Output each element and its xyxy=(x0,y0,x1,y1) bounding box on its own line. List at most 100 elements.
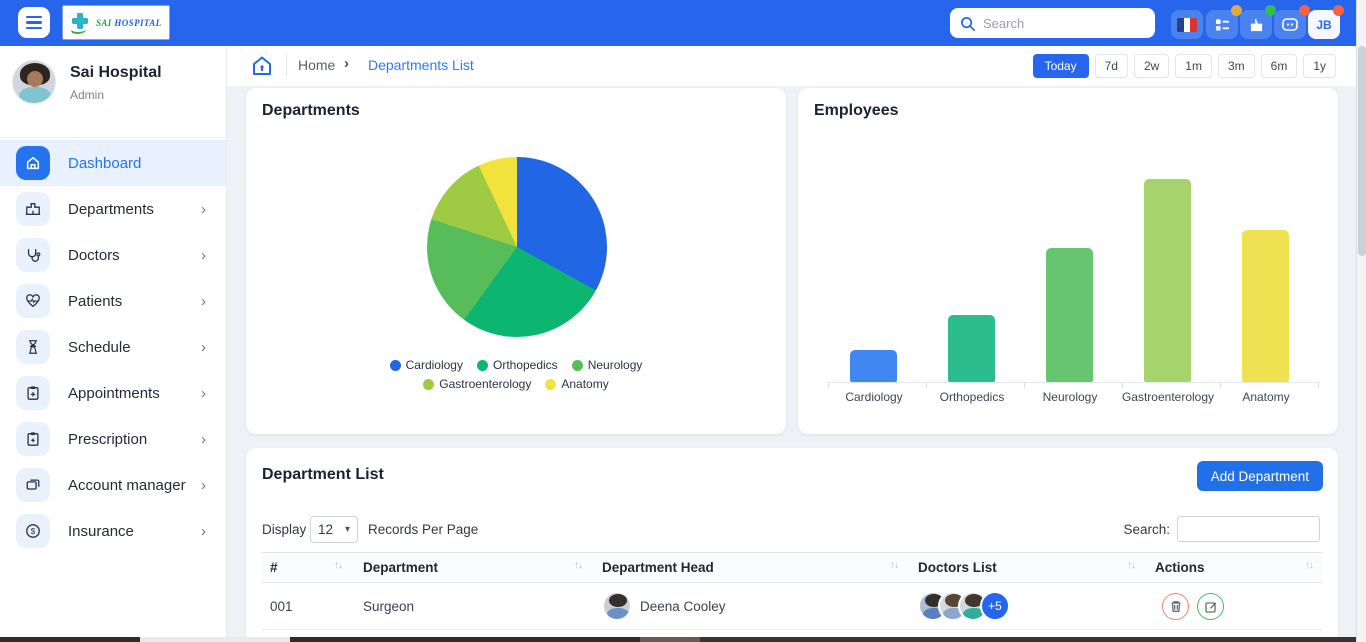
language-flag-button[interactable] xyxy=(1171,10,1203,39)
bar-gastroenterology[interactable] xyxy=(1144,179,1191,382)
bar-cardiology[interactable] xyxy=(850,350,897,382)
col-header-head[interactable]: Department Head xyxy=(602,560,714,575)
breadcrumb-divider xyxy=(286,54,287,76)
sidebar-item-appointments[interactable]: Appointments › xyxy=(0,370,226,416)
breadcrumb-current: Departments List xyxy=(368,57,474,73)
sidebar-item-doctors[interactable]: Doctors › xyxy=(0,232,226,278)
sidebar-item-departments[interactable]: Departments › xyxy=(0,186,226,232)
hospital-cross-icon xyxy=(71,12,88,34)
top-navbar: SAI SAI HOSPITALHOSPITAL xyxy=(0,0,1356,46)
bottom-scrollbar[interactable] xyxy=(0,637,1366,642)
sidebar-item-insurance[interactable]: $ Insurance › xyxy=(0,508,226,554)
departments-chart-card: Departments Cardiology Orthopedics Neuro… xyxy=(246,88,786,434)
table-header-row: # ↑↓ Department ↑↓ Department Head ↑↓ Do… xyxy=(262,552,1322,583)
breadcrumb-chevron-icon: › xyxy=(344,55,349,72)
chevron-down-icon: ▾ xyxy=(344,524,350,535)
hamburger-menu-button[interactable] xyxy=(18,7,50,38)
task-list-icon xyxy=(1215,18,1229,31)
breadcrumb-bar: Home › Departments List Today 7d 2w 1m 3… xyxy=(226,46,1356,86)
sort-icon[interactable]: ↑↓ xyxy=(574,560,583,571)
records-per-page-label: Records Per Page xyxy=(368,522,479,537)
legend-dot xyxy=(476,359,488,371)
sidebar-item-patients[interactable]: Patients › xyxy=(0,278,226,324)
profile-block: Sai Hospital Admin xyxy=(0,46,226,138)
table-controls: Display 12 ▾ Records Per Page Search: xyxy=(262,516,1322,544)
head-avatar xyxy=(602,591,632,621)
filter-2w[interactable]: 2w xyxy=(1133,54,1170,78)
sidebar-menu: Dashboard Departments › Doctors › xyxy=(0,138,226,554)
department-list-title: Department List xyxy=(262,466,384,483)
filter-6m[interactable]: 6m xyxy=(1260,54,1298,78)
legend-dot xyxy=(571,359,583,371)
legend-item[interactable]: Anatomy xyxy=(545,377,609,391)
chevron-right-icon: › xyxy=(201,384,206,402)
castle-flag-button[interactable] xyxy=(1240,5,1276,39)
user-role: Admin xyxy=(70,88,105,102)
page-size-select[interactable]: 12 ▾ xyxy=(310,516,358,543)
filter-today[interactable]: Today xyxy=(1032,54,1089,78)
legend-item[interactable]: Neurology xyxy=(571,358,642,372)
table-search-input[interactable] xyxy=(1177,516,1320,542)
search-input[interactable] xyxy=(983,15,1133,31)
edit-icon xyxy=(1204,601,1216,613)
table-row[interactable]: 001 Surgeon Deena Cooley +5 xyxy=(262,583,1322,630)
bar-category-label: Neurology xyxy=(1042,390,1098,404)
chevron-right-icon: › xyxy=(201,430,206,448)
filter-3m[interactable]: 3m xyxy=(1217,54,1255,78)
x-axis-line xyxy=(828,382,1318,383)
bar-neurology[interactable] xyxy=(1046,248,1093,382)
brand-logo[interactable]: SAI SAI HOSPITALHOSPITAL xyxy=(62,5,170,40)
breadcrumb-home-icon[interactable] xyxy=(250,54,274,78)
pie-legend: Cardiology Orthopedics Neurology Gastroe… xyxy=(246,358,786,396)
scrollbar-thumb[interactable] xyxy=(0,637,140,642)
col-header-actions[interactable]: Actions xyxy=(1155,560,1205,575)
department-list-card: Department List Add Department Display 1… xyxy=(246,448,1338,642)
breadcrumb-home[interactable]: Home xyxy=(298,57,336,73)
chevron-right-icon: › xyxy=(201,338,206,356)
castle-flag-icon xyxy=(1250,18,1262,31)
col-header-department[interactable]: Department xyxy=(363,560,439,575)
task-badge-dot xyxy=(1231,5,1242,16)
building-icon xyxy=(16,192,50,226)
sidebar-item-prescription[interactable]: Prescription › xyxy=(0,416,226,462)
edit-button[interactable] xyxy=(1197,593,1224,620)
clipboard-icon xyxy=(16,376,50,410)
vertical-scrollbar[interactable] xyxy=(1356,0,1366,642)
sidebar-item-schedule[interactable]: Schedule › xyxy=(0,324,226,370)
table-search-label: Search: xyxy=(1123,522,1170,537)
cell-head: Deena Cooley xyxy=(640,599,726,614)
task-list-button[interactable] xyxy=(1206,5,1242,39)
col-header-id[interactable]: # xyxy=(270,560,278,575)
sidebar-item-dashboard[interactable]: Dashboard xyxy=(0,140,226,186)
bar-orthopedics[interactable] xyxy=(948,315,995,382)
chat-bot-button[interactable] xyxy=(1274,5,1310,39)
departments-pie[interactable] xyxy=(427,157,607,337)
legend-item[interactable]: Orthopedics xyxy=(476,358,558,372)
sort-icon[interactable]: ↑↓ xyxy=(890,560,899,571)
user-menu-button[interactable]: JB xyxy=(1308,5,1344,39)
scrollbar-thumb[interactable] xyxy=(1358,46,1366,256)
user-badge-dot xyxy=(1333,5,1344,16)
col-header-doctors[interactable]: Doctors List xyxy=(918,560,997,575)
filter-1y[interactable]: 1y xyxy=(1303,54,1336,78)
home-icon xyxy=(16,146,50,180)
add-department-button[interactable]: Add Department xyxy=(1196,461,1323,491)
sort-icon[interactable]: ↑↓ xyxy=(334,560,343,571)
sort-icon[interactable]: ↑↓ xyxy=(1127,560,1136,571)
bar-category-label: Orthopedics xyxy=(939,390,1005,404)
cell-id: 001 xyxy=(270,599,293,614)
filter-7d[interactable]: 7d xyxy=(1094,54,1128,78)
delete-button[interactable] xyxy=(1162,593,1189,620)
sidebar-item-account-manager[interactable]: Account manager › xyxy=(0,462,226,508)
legend-item[interactable]: Gastroenterology xyxy=(423,377,531,391)
more-doctors-badge[interactable]: +5 xyxy=(980,591,1010,621)
legend-item[interactable]: Cardiology xyxy=(389,358,463,372)
hamburger-icon xyxy=(26,15,42,19)
sort-icon[interactable]: ↑↓ xyxy=(1305,560,1314,571)
user-initials: JB xyxy=(1316,17,1332,32)
global-search xyxy=(950,8,1155,38)
filter-1m[interactable]: 1m xyxy=(1175,54,1212,78)
profile-avatar[interactable] xyxy=(12,60,56,104)
legend-dot xyxy=(389,359,401,371)
bar-anatomy[interactable] xyxy=(1242,230,1289,382)
